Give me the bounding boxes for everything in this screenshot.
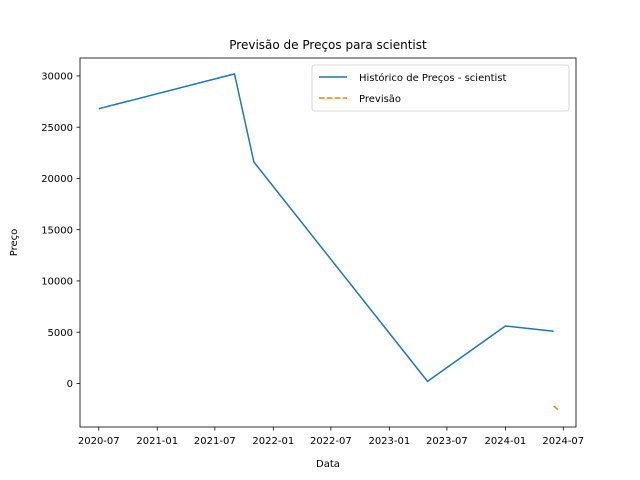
y-axis-title: Preço — [9, 229, 20, 257]
y-tick-label: 0 — [67, 379, 73, 390]
series-layer — [98, 73, 561, 412]
y-tick-label: 20000 — [41, 174, 73, 185]
x-axis: 2020-07 2021-01 2021-07 2022-01 2022-07 2023-… — [78, 427, 584, 447]
y-tick-label: 10000 — [41, 277, 73, 288]
y-axis: 0 5000 10000 15000 20000 25000 30000 — [41, 72, 80, 390]
y-tick-label: 25000 — [41, 123, 73, 134]
y-tick-label: 15000 — [41, 225, 73, 236]
series-line-1 — [553, 405, 561, 412]
x-tick-label: 2021-01 — [136, 436, 178, 447]
x-tick-label: 2020-07 — [78, 436, 120, 447]
x-axis-title: Data — [316, 459, 340, 470]
plot-area — [80, 58, 576, 427]
legend-label-0: Histórico de Preços - scientist — [359, 72, 506, 84]
legend: Histórico de Preços - scientist Previsão — [311, 64, 570, 112]
axes-frame — [79, 57, 577, 428]
legend-label-1: Previsão — [359, 94, 401, 105]
series-line-0 — [98, 73, 554, 383]
x-tick-label: 2021-07 — [194, 436, 236, 447]
y-tick-label: 5000 — [48, 328, 73, 339]
x-tick-label: 2024-01 — [485, 436, 527, 447]
x-tick-label: 2023-07 — [426, 436, 468, 447]
y-tick-label: 30000 — [41, 72, 73, 83]
x-tick-label: 2022-01 — [252, 436, 294, 447]
x-tick-label: 2022-07 — [310, 436, 352, 447]
chart-title: Previsão de Preços para scientist — [229, 38, 427, 52]
plot-frame — [79, 57, 577, 428]
legend-box — [311, 64, 570, 112]
x-tick-label: 2024-07 — [542, 436, 584, 447]
x-tick-label: 2023-01 — [368, 436, 410, 447]
